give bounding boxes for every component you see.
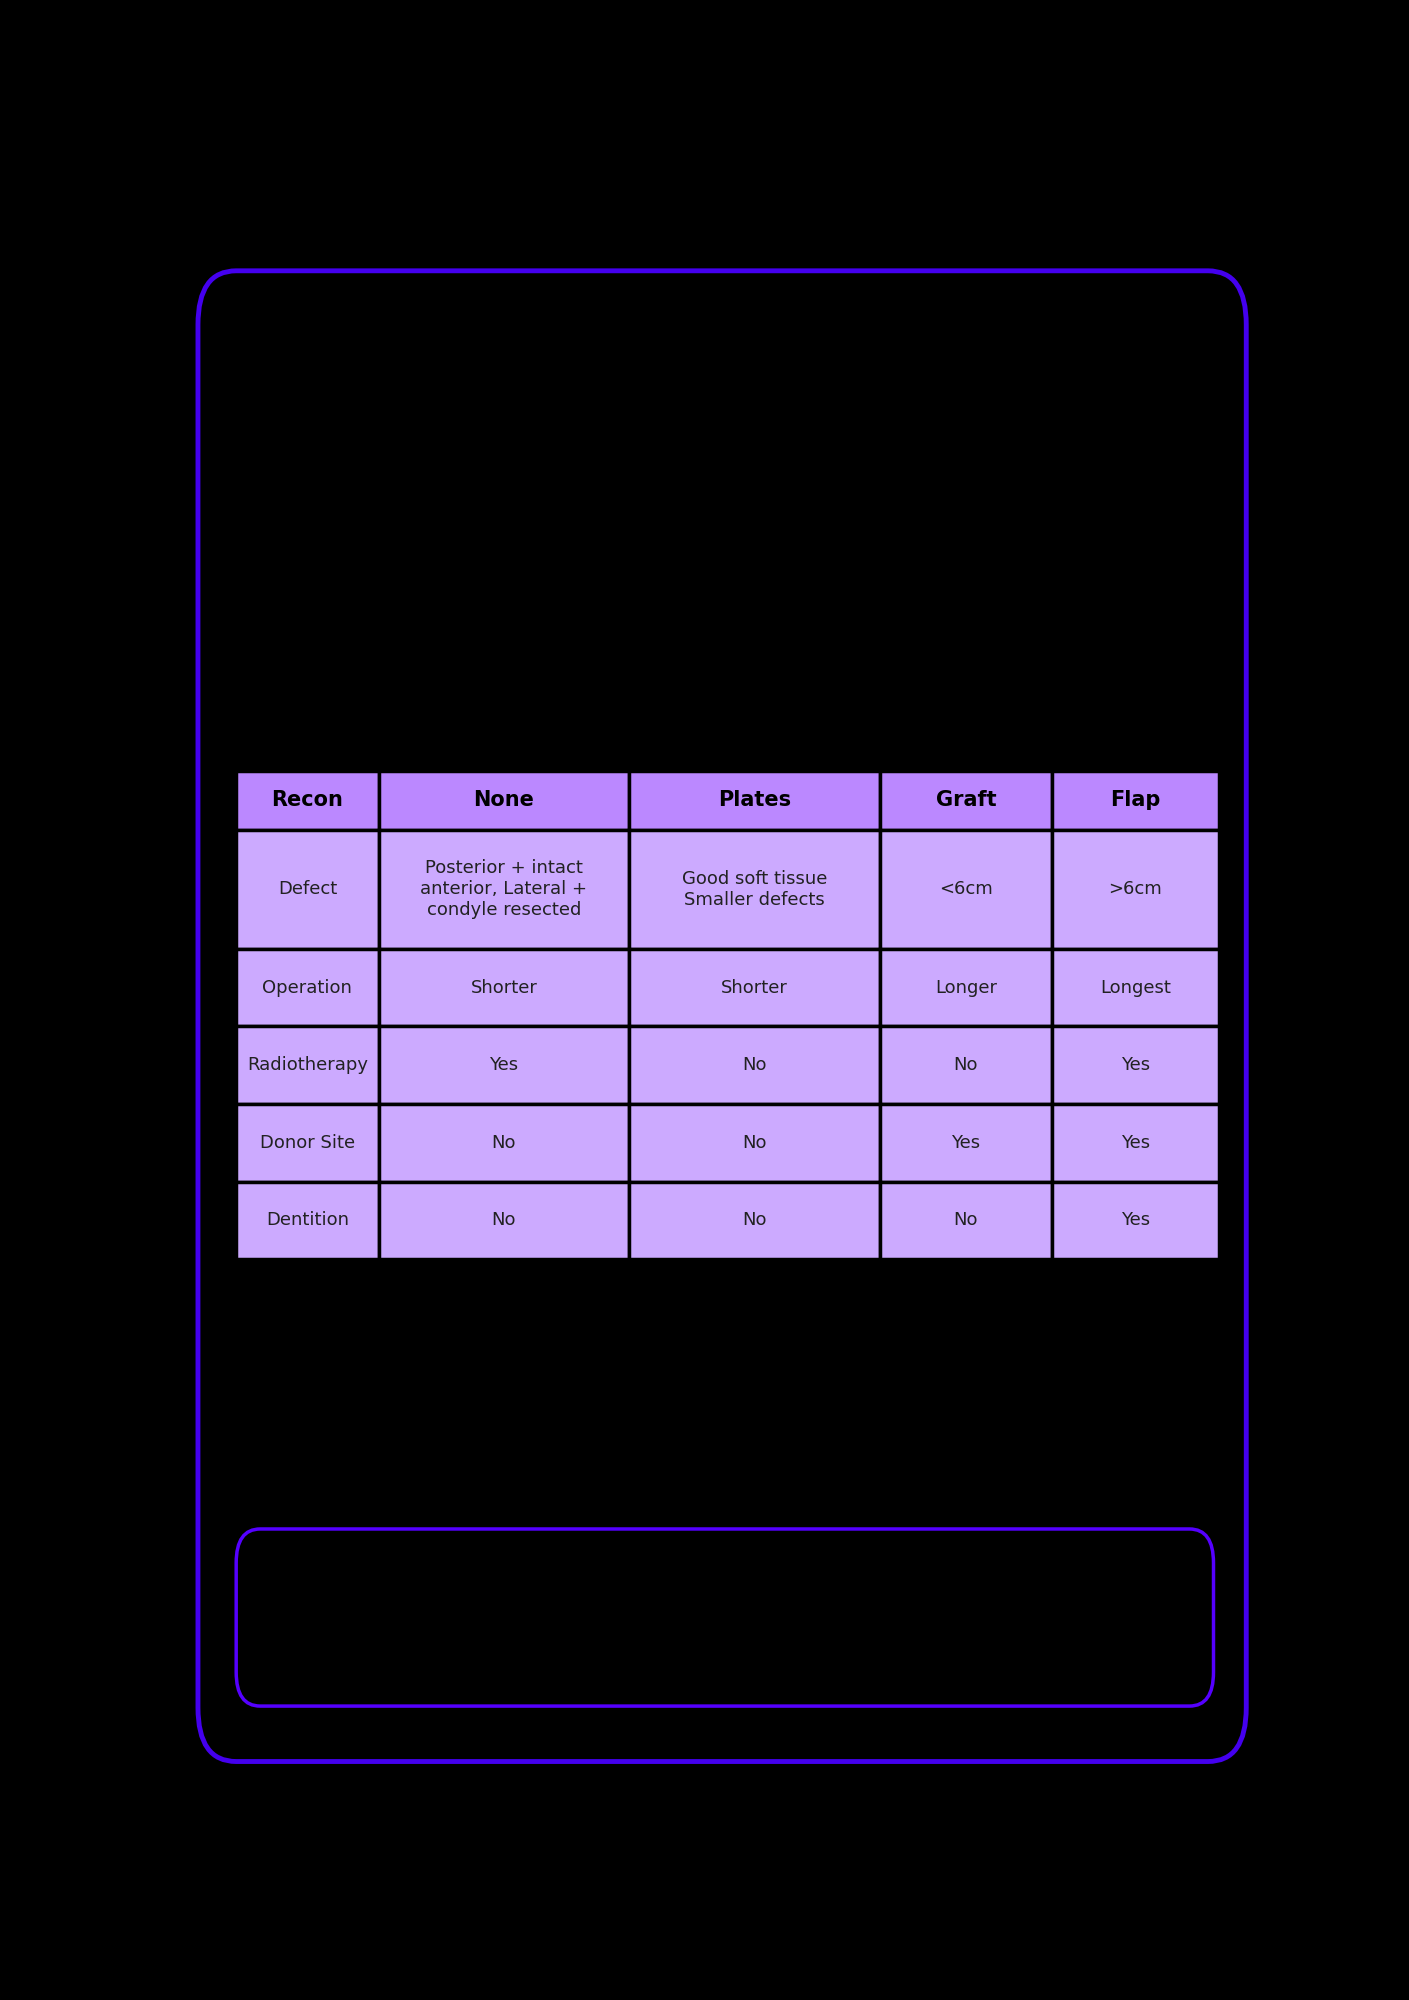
Bar [630, 772, 879, 830]
Bar [879, 948, 1053, 1026]
Bar [879, 772, 1053, 830]
Text: Yes: Yes [1122, 1134, 1150, 1152]
Bar [379, 1026, 630, 1104]
Bar [379, 1182, 630, 1260]
Bar [630, 1026, 879, 1104]
Bar [1053, 948, 1219, 1026]
Text: Longest: Longest [1100, 978, 1171, 996]
Bar [379, 948, 630, 1026]
Bar [1053, 772, 1219, 830]
Text: No: No [492, 1134, 516, 1152]
Text: Longer: Longer [936, 978, 998, 996]
Text: <6cm: <6cm [938, 880, 993, 898]
Bar [1053, 1104, 1219, 1182]
Text: No: No [743, 1056, 766, 1074]
Text: Yes: Yes [1122, 1056, 1150, 1074]
Text: Graft: Graft [936, 790, 996, 810]
Text: Defect: Defect [278, 880, 337, 898]
Bar [630, 1104, 879, 1182]
Text: Flap: Flap [1110, 790, 1161, 810]
Text: Dentition: Dentition [266, 1212, 349, 1230]
Text: Posterior + intact
anterior, Lateral +
condyle resected: Posterior + intact anterior, Lateral + c… [420, 860, 588, 918]
Bar [1053, 830, 1219, 948]
Bar [630, 830, 879, 948]
Text: None: None [473, 790, 534, 810]
FancyBboxPatch shape [237, 1528, 1213, 1706]
Text: No: No [954, 1056, 978, 1074]
Bar [1053, 1182, 1219, 1260]
FancyBboxPatch shape [197, 270, 1247, 1762]
Bar [237, 830, 379, 948]
Bar [1053, 1026, 1219, 1104]
Bar [237, 1026, 379, 1104]
Text: Yes: Yes [1122, 1212, 1150, 1230]
Text: Shorter: Shorter [721, 978, 788, 996]
Text: No: No [954, 1212, 978, 1230]
Bar [237, 1104, 379, 1182]
Text: No: No [743, 1134, 766, 1152]
Text: Shorter: Shorter [471, 978, 537, 996]
Bar [379, 772, 630, 830]
Bar [379, 1104, 630, 1182]
Bar [237, 948, 379, 1026]
Text: Yes: Yes [951, 1134, 981, 1152]
Text: Operation: Operation [262, 978, 352, 996]
Bar [879, 1104, 1053, 1182]
Bar [237, 1182, 379, 1260]
Bar [379, 830, 630, 948]
Bar [879, 830, 1053, 948]
Bar [879, 1182, 1053, 1260]
Bar [237, 772, 379, 830]
Text: Donor Site: Donor Site [259, 1134, 355, 1152]
Bar [630, 1182, 879, 1260]
Text: >6cm: >6cm [1109, 880, 1162, 898]
Text: No: No [492, 1212, 516, 1230]
Text: Radiotherapy: Radiotherapy [247, 1056, 368, 1074]
Bar [879, 1026, 1053, 1104]
Bar [630, 948, 879, 1026]
Text: Recon: Recon [272, 790, 344, 810]
Text: Plates: Plates [719, 790, 792, 810]
Text: Good soft tissue
Smaller defects: Good soft tissue Smaller defects [682, 870, 827, 908]
Text: Yes: Yes [489, 1056, 519, 1074]
Text: 🧑‍⚕️: 🧑‍⚕️ [674, 486, 727, 532]
Text: No: No [743, 1212, 766, 1230]
